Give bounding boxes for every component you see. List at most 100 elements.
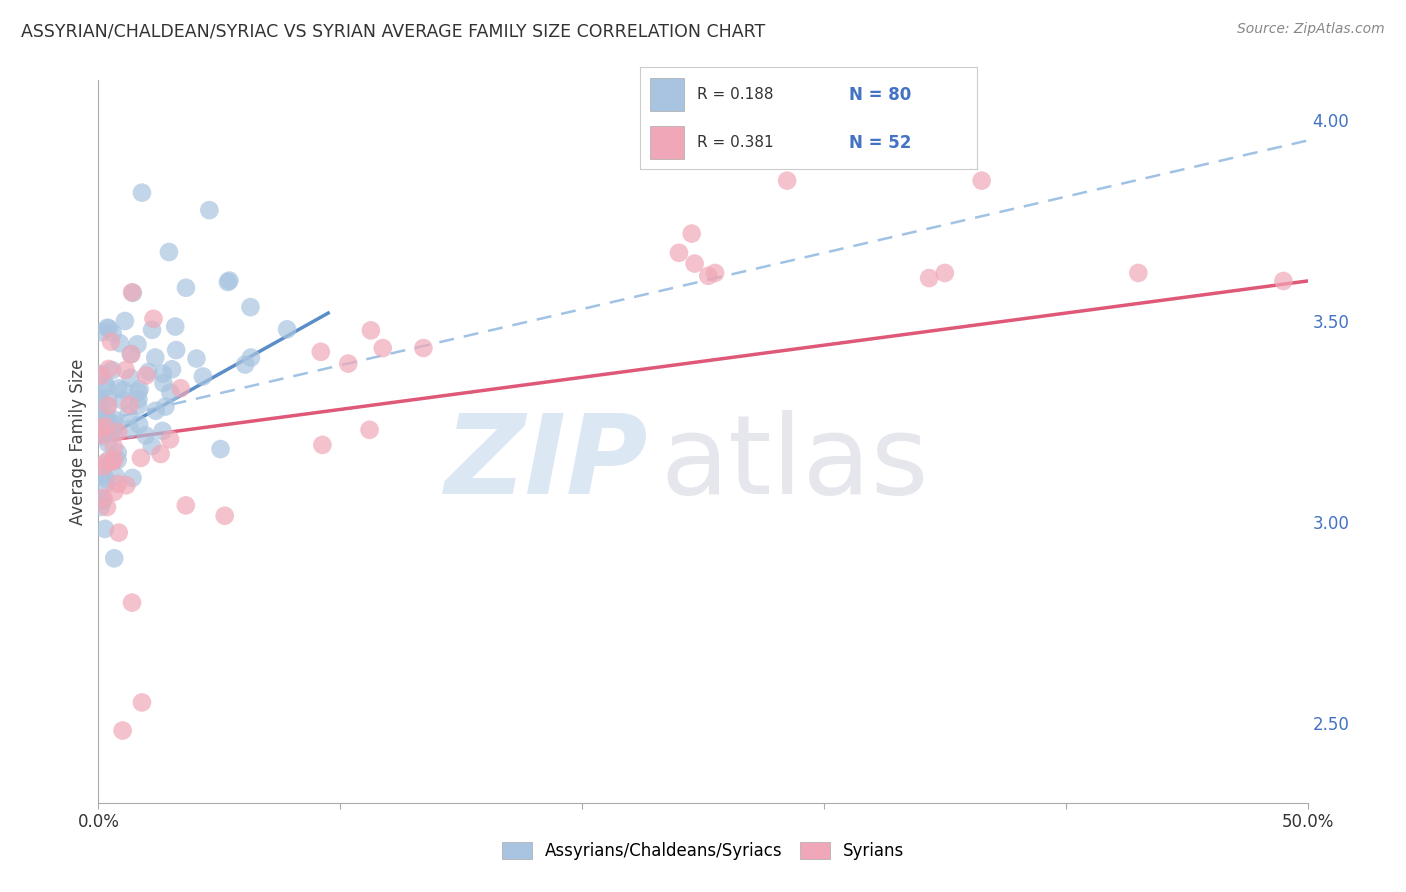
Point	[159, 385, 181, 400]
Point	[159, 433, 181, 447]
Point	[214, 508, 236, 523]
Point	[94, 419, 117, 434]
Point	[152, 424, 174, 438]
Point	[141, 323, 163, 337]
Point	[103, 453, 125, 467]
Point	[120, 347, 142, 361]
Point	[107, 476, 129, 491]
Point	[217, 275, 239, 289]
Point	[127, 384, 149, 399]
Point	[100, 334, 122, 349]
Point	[90, 407, 112, 421]
Point	[103, 440, 125, 454]
Point	[152, 367, 174, 381]
Point	[121, 471, 143, 485]
Point	[111, 723, 134, 738]
Point	[114, 314, 136, 328]
Point	[360, 323, 382, 337]
Point	[145, 403, 167, 417]
Point	[101, 363, 124, 377]
Point	[96, 410, 118, 425]
FancyBboxPatch shape	[650, 127, 683, 159]
Point	[704, 266, 727, 280]
Point	[90, 500, 112, 514]
Point	[96, 455, 118, 469]
Point	[149, 447, 172, 461]
Point	[233, 358, 256, 372]
Point	[1128, 266, 1150, 280]
Point	[103, 421, 125, 435]
Point	[311, 438, 333, 452]
Point	[127, 392, 149, 407]
Point	[107, 525, 129, 540]
Point	[131, 695, 153, 709]
Point	[90, 325, 112, 339]
Point	[118, 422, 141, 436]
Point	[103, 426, 125, 441]
Point	[127, 337, 149, 351]
Text: R = 0.381: R = 0.381	[697, 136, 773, 151]
Point	[90, 421, 112, 435]
Point	[107, 453, 129, 467]
Point	[165, 319, 187, 334]
Point	[107, 381, 129, 395]
Point	[90, 368, 112, 383]
Point	[683, 256, 706, 270]
Point	[93, 459, 115, 474]
Point	[96, 380, 118, 394]
Point	[90, 492, 112, 507]
Point	[93, 491, 115, 505]
Text: N = 80: N = 80	[849, 86, 911, 103]
Point	[157, 245, 180, 260]
Point	[103, 484, 125, 499]
Point	[143, 351, 166, 365]
Point	[108, 336, 131, 351]
Point	[121, 596, 143, 610]
Point	[371, 341, 394, 355]
Point	[97, 392, 120, 406]
Text: N = 52: N = 52	[849, 134, 911, 152]
Point	[100, 425, 122, 439]
Point	[1272, 274, 1295, 288]
Point	[970, 173, 993, 187]
FancyBboxPatch shape	[650, 78, 683, 111]
Point	[152, 376, 174, 390]
Point	[121, 285, 143, 300]
Point	[121, 285, 143, 300]
Point	[93, 410, 115, 425]
Point	[118, 398, 141, 412]
Point	[90, 428, 112, 442]
Point	[697, 268, 720, 283]
Point	[174, 281, 197, 295]
Point	[112, 383, 135, 397]
Point	[276, 322, 298, 336]
Point	[141, 439, 163, 453]
Point	[91, 423, 114, 437]
Point	[103, 417, 125, 431]
Point	[104, 413, 127, 427]
Point	[97, 399, 120, 413]
Point	[918, 271, 941, 285]
Point	[169, 381, 191, 395]
Point	[681, 227, 703, 241]
Point	[96, 399, 118, 413]
Point	[239, 300, 262, 314]
Point	[90, 415, 112, 429]
Point	[359, 423, 381, 437]
Point	[155, 400, 177, 414]
Point	[131, 186, 153, 200]
Text: Source: ZipAtlas.com: Source: ZipAtlas.com	[1237, 22, 1385, 37]
Point	[90, 394, 112, 409]
Point	[198, 203, 221, 218]
Point	[309, 344, 332, 359]
Point	[129, 450, 152, 465]
Point	[218, 274, 240, 288]
Point	[186, 351, 208, 366]
Point	[94, 522, 117, 536]
Point	[112, 393, 135, 408]
Point	[93, 429, 115, 443]
Point	[239, 351, 262, 365]
Point	[90, 467, 112, 482]
Point	[97, 321, 120, 335]
Point	[128, 417, 150, 432]
